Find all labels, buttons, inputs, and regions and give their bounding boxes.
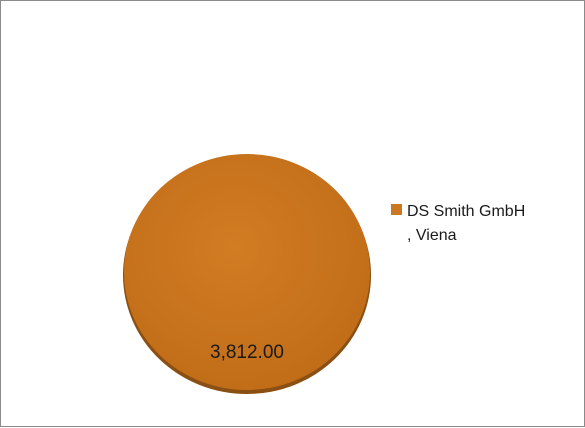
data-label: 3,812.00 <box>210 342 284 363</box>
legend: DS Smith GmbH , Viena <box>391 200 585 248</box>
legend-swatch <box>391 204 402 215</box>
legend-label: DS Smith GmbH , Viena <box>407 203 526 244</box>
pie-slice <box>124 154 370 390</box>
pie-slices <box>123 154 371 394</box>
